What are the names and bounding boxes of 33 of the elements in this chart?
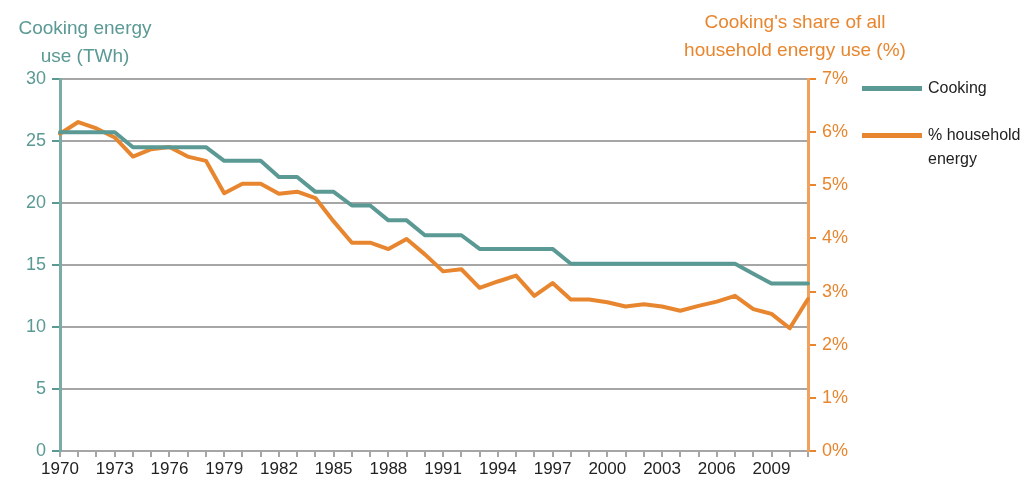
y2-tick-label: 6% [822, 121, 849, 142]
y-tick-label: 0 [35, 439, 46, 460]
y-tick-label: 10 [25, 315, 46, 336]
y2-tick-label: 0% [822, 439, 849, 460]
legend-label: Cooking [928, 78, 988, 98]
y2-axis-title: Cooking's share of all household energy use (%) [683, 10, 907, 62]
y2-tick-label: 4% [822, 227, 849, 248]
x-tick-label: 2009 [752, 458, 791, 478]
y2-tick-label: 1% [822, 386, 849, 407]
x-tick-label: 1979 [205, 458, 244, 478]
y2-tick-label: 3% [822, 280, 849, 301]
legend-label: % household energy [928, 125, 1022, 169]
x-tick-label: 1982 [260, 458, 298, 478]
x-tick-label: 1997 [533, 458, 572, 478]
y-tick-label: 30 [25, 67, 46, 88]
x-tick-label: 1985 [314, 458, 353, 478]
x-tick-label: 2003 [643, 458, 681, 478]
y-tick-label: 15 [25, 253, 46, 274]
y2-tick-label: 2% [822, 333, 849, 354]
y-tick-label: 25 [25, 129, 46, 150]
x-tick-label: 1994 [478, 458, 517, 478]
x-tick-label: 1970 [41, 458, 79, 478]
y-axis-title: Cooking energy use (TWh) [18, 17, 152, 66]
x-tick-label: 2000 [588, 458, 627, 478]
x-tick-label: 2006 [697, 458, 736, 478]
y2-tick-label: 5% [822, 174, 849, 195]
x-tick-label: 1976 [150, 458, 189, 478]
x-tick-label: 1973 [95, 458, 134, 478]
y-tick-label: 5 [35, 377, 46, 398]
x-tick-label: 1991 [424, 458, 463, 478]
x-tick-label: 1988 [369, 458, 408, 478]
y-tick-label: 20 [25, 191, 46, 212]
y2-tick-label: 7% [822, 67, 849, 88]
